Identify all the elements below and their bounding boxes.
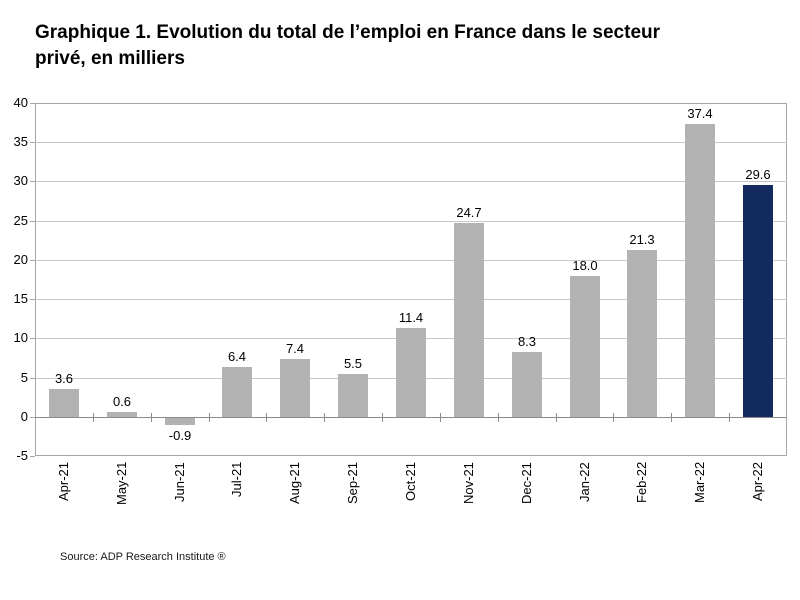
y-axis-label: 15 — [13, 291, 28, 306]
y-axis-label: 25 — [13, 213, 28, 228]
bar — [627, 250, 657, 417]
source-note: Source: ADP Research Institute ® — [60, 551, 226, 563]
bar — [338, 374, 368, 417]
bar — [512, 352, 542, 417]
y-axis-tick — [30, 221, 35, 222]
category-tick — [556, 413, 557, 422]
y-axis-label: 0 — [20, 409, 28, 424]
y-axis-tick — [30, 260, 35, 261]
bar-value-label: 11.4 — [398, 310, 424, 325]
y-axis-label: 40 — [13, 95, 28, 110]
bar-value-label: -0.9 — [168, 428, 192, 443]
x-axis-label: May-21 — [114, 462, 129, 506]
y-axis-label: 10 — [13, 330, 28, 345]
bar-value-label: 24.7 — [456, 205, 482, 220]
category-tick — [729, 413, 730, 422]
x-axis-label: Mar-22 — [692, 462, 707, 504]
x-axis-label: Dec-21 — [519, 462, 534, 504]
bar — [107, 412, 137, 417]
bar-value-label: 5.5 — [343, 356, 363, 371]
chart-title: Graphique 1. Evolution du total de l’emp… — [35, 22, 661, 70]
bar-value-label: 0.6 — [112, 394, 132, 409]
y-axis-label: 20 — [13, 252, 28, 267]
category-tick — [613, 413, 614, 422]
gridline — [35, 260, 787, 261]
y-axis-tick — [30, 103, 35, 104]
bar-value-label: 21.3 — [629, 232, 655, 247]
bar-value-label: 3.6 — [54, 371, 74, 386]
gridline — [35, 299, 787, 300]
y-axis-label: 35 — [13, 134, 28, 149]
x-axis-label: Jun-21 — [172, 462, 187, 502]
category-tick — [266, 413, 267, 422]
gridline — [35, 181, 787, 182]
category-tick — [671, 413, 672, 422]
bar-value-label: 6.4 — [227, 349, 247, 364]
zero-axis-line — [35, 417, 787, 418]
x-axis-label: Aug-21 — [287, 462, 302, 504]
bar — [222, 367, 252, 417]
bar — [685, 124, 715, 417]
y-axis-tick — [30, 338, 35, 339]
y-axis-tick — [30, 456, 35, 457]
y-axis-tick — [30, 299, 35, 300]
y-axis-tick — [30, 417, 35, 418]
bar-value-label: 7.4 — [285, 341, 305, 356]
y-axis-label: 30 — [13, 173, 28, 188]
x-axis-label: Apr-21 — [56, 462, 71, 502]
x-axis-label: Jul-21 — [229, 462, 244, 498]
category-tick — [209, 413, 210, 422]
bar-value-label: 37.4 — [687, 106, 713, 121]
gridline — [35, 142, 787, 143]
x-axis-label: Feb-22 — [634, 462, 649, 504]
gridline — [35, 221, 787, 222]
category-tick — [324, 413, 325, 422]
y-axis-tick — [30, 142, 35, 143]
x-axis-label: Nov-21 — [461, 462, 476, 504]
bar — [49, 389, 79, 417]
bar-value-label: 8.3 — [517, 334, 537, 349]
x-axis-label: Jan-22 — [577, 462, 592, 502]
bar — [743, 185, 773, 417]
bar — [454, 223, 484, 417]
bar — [570, 276, 600, 417]
x-axis-label: Oct-21 — [403, 462, 418, 502]
category-tick — [440, 413, 441, 422]
category-tick — [151, 413, 152, 422]
bar — [280, 359, 310, 417]
category-tick — [498, 413, 499, 422]
bar-value-label: 18.0 — [572, 258, 598, 273]
category-tick — [93, 413, 94, 422]
y-axis-label: 5 — [20, 370, 28, 385]
x-axis-label: Sep-21 — [345, 462, 360, 504]
bar — [165, 418, 195, 425]
category-tick — [382, 413, 383, 422]
x-axis-label: Apr-22 — [750, 462, 765, 502]
y-axis-label: -5 — [16, 448, 28, 463]
bar-value-label: 29.6 — [745, 167, 771, 182]
bar — [396, 328, 426, 417]
y-axis-tick — [30, 181, 35, 182]
y-axis-tick — [30, 378, 35, 379]
